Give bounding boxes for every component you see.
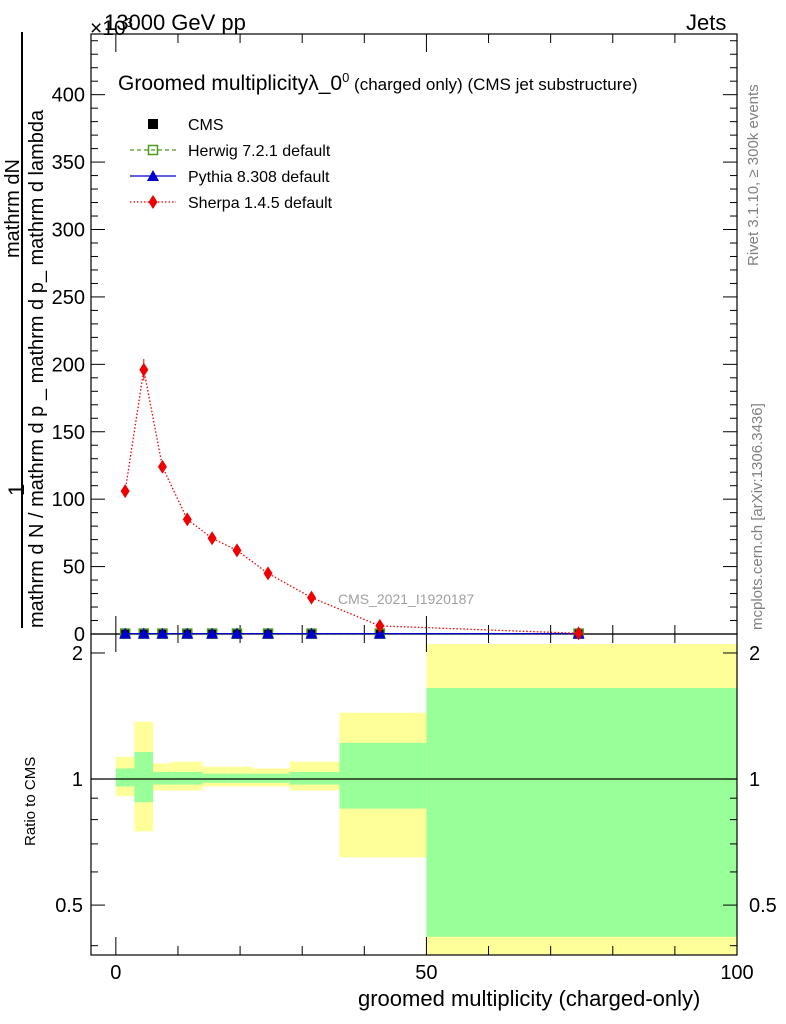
series-point (119, 627, 132, 639)
legend-marker (147, 144, 159, 156)
main-ylabel-lower: _ mathrm d p_ mathrm d lambda (26, 110, 49, 400)
main-ylabel-upper-n: N (2, 159, 24, 174)
plot-title-suffix: (charged only) (CMS jet substructure) (349, 75, 638, 94)
main-ylabel-lower-text: _ mathrm d p_ mathrm d lambda (26, 109, 48, 400)
ratio-band-inner-6 (252, 773, 290, 783)
legend-marker (148, 119, 158, 129)
main-ylabel-upper-prefix: mathrm d (2, 173, 24, 258)
main-ylabel-denominator: mathrm d N / mathrm d p (26, 406, 49, 628)
main-ytick-label: 200 (52, 354, 85, 376)
ratio-ytick-label-right: 2 (749, 643, 760, 665)
main-ytick-label: 250 (52, 287, 85, 309)
y-exponent-base: ×10 (90, 17, 126, 40)
ratio-band-inner-7 (289, 771, 340, 785)
xtick-label: 0 (110, 962, 121, 984)
series-point (181, 627, 194, 639)
legend: CMS Herwig 7.2.1 default Pythia 8.308 defa… (130, 117, 333, 212)
series-2 (119, 627, 585, 639)
y-exponent: ×103 (90, 15, 133, 41)
ratio-bands (91, 644, 737, 955)
series-point (262, 627, 275, 639)
main-y-ticks: 0 50 100 150 200 250 300 350 400 (52, 40, 737, 646)
ratio-ytick-label-left: 0.5 (55, 895, 83, 917)
ratio-band-inner-8 (339, 742, 427, 809)
series-layer (119, 358, 585, 641)
xtick-label: 100 (720, 962, 753, 984)
plot-title: Groomed multiplicityλ_00 (charged only) … (118, 70, 637, 96)
analysis-watermark: CMS_2021_I1920187 (338, 591, 475, 607)
ratio-ytick-label-left: 2 (72, 643, 83, 665)
series-3 (120, 358, 584, 641)
ratio-band-inner-3 (171, 771, 203, 785)
main-ytick-label: 350 (52, 152, 85, 174)
ratio-band-inner-1 (134, 752, 154, 803)
series-point (375, 618, 385, 633)
ratio-band-inner-4 (202, 773, 228, 783)
mcplots-info: mcplots.cern.ch [arXiv:1306.3436] (749, 403, 766, 630)
plot-title-sup: 0 (342, 70, 350, 85)
main-ytick-label: 150 (52, 422, 85, 444)
series-point (305, 627, 318, 639)
ratio-ylabel: Ratio to CMS (22, 756, 39, 846)
main-ytick-label: 400 (52, 85, 85, 107)
main-ytick-label: 0 (74, 624, 85, 646)
ratio-band-inner-9 (426, 687, 737, 937)
legend-marker (148, 195, 158, 209)
series-point (373, 627, 386, 639)
ratio-ytick-label-right: 1 (749, 769, 760, 791)
ratio-band-inner-2 (153, 771, 172, 785)
series-point (207, 531, 217, 546)
series-point (139, 362, 149, 377)
y-exponent-power: 3 (125, 15, 133, 30)
series-point (574, 626, 584, 641)
series-point (232, 543, 242, 558)
main-ytick-label: 100 (52, 489, 85, 511)
series-point (156, 627, 169, 639)
main-ylabel-fraction-line (21, 32, 23, 628)
legend-label: CMS (188, 117, 224, 134)
xtick-label: 50 (415, 962, 437, 984)
legend-label: Sherpa 1.4.5 default (188, 195, 333, 212)
series-point (230, 627, 243, 639)
collision-label: 13000 GeV pp (104, 10, 246, 35)
ratio-ytick-label-left: 1 (72, 769, 83, 791)
series-point (206, 627, 219, 639)
rivet-info: Rivet 3.1.10, ≥ 300k events (745, 84, 762, 266)
ratio-ytick-label-right: 0.5 (749, 895, 777, 917)
legend-label: Pythia 8.308 default (188, 169, 330, 186)
plot-title-main: Groomed multiplicityλ_0 (118, 72, 343, 95)
x-axis-label: groomed multiplicity (charged-only) (358, 986, 701, 1011)
main-ylabel-upper: mathrm dN (2, 159, 25, 258)
series-point (263, 566, 273, 581)
x-ticks: 0 50 100 (110, 34, 754, 984)
ratio-band-inner-0 (115, 768, 135, 787)
series-point (182, 512, 192, 527)
ratio-y-ticks: 0.5 0.5 1 1 2 2 (55, 643, 777, 947)
category-label: Jets (686, 10, 727, 35)
main-ytick-label: 50 (63, 557, 85, 579)
main-ytick-label: 300 (52, 220, 85, 242)
legend-label: Herwig 7.2.1 default (188, 143, 331, 160)
ratio-band-inner-5 (227, 773, 253, 783)
series-line-3 (124, 369, 579, 634)
series-point (157, 459, 167, 474)
series-point (120, 484, 130, 499)
main-ylabel-line1: mathrm d N / mathrm d p (26, 405, 48, 628)
series-point (307, 590, 317, 605)
series-point (137, 627, 150, 639)
legend-marker (147, 170, 159, 181)
